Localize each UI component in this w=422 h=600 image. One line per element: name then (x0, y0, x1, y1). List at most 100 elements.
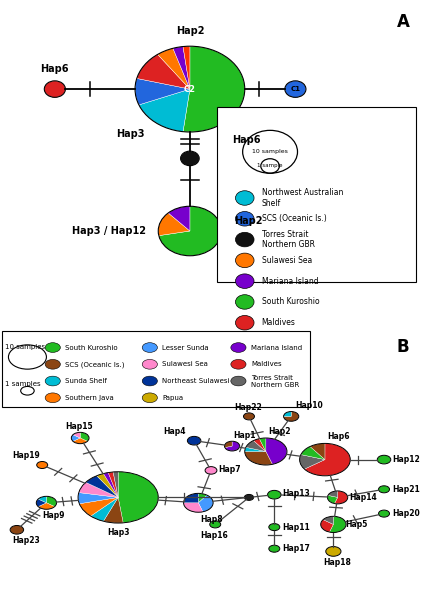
Text: Hap7: Hap7 (219, 465, 241, 474)
Circle shape (45, 376, 60, 386)
Text: 10 samples: 10 samples (5, 343, 45, 349)
Circle shape (142, 376, 157, 386)
Wedge shape (328, 491, 338, 497)
Wedge shape (38, 496, 46, 503)
Wedge shape (335, 491, 348, 504)
Wedge shape (304, 443, 350, 476)
FancyBboxPatch shape (2, 331, 310, 407)
Wedge shape (73, 433, 80, 438)
Wedge shape (326, 547, 341, 556)
Text: Hap22: Hap22 (234, 403, 262, 412)
Text: Hap21: Hap21 (392, 485, 420, 494)
Text: Northeast Sulawesi: Northeast Sulawesi (162, 378, 230, 384)
Wedge shape (198, 493, 207, 503)
Wedge shape (135, 79, 190, 105)
Text: Hap9: Hap9 (42, 511, 65, 520)
Text: Papua: Papua (162, 395, 184, 401)
Wedge shape (284, 412, 299, 421)
Text: SCS (Oceanic Is.): SCS (Oceanic Is.) (262, 214, 326, 223)
Text: Hap2: Hap2 (234, 216, 263, 226)
Wedge shape (284, 412, 291, 416)
Wedge shape (245, 451, 272, 465)
Wedge shape (46, 496, 57, 506)
Circle shape (45, 359, 60, 369)
Wedge shape (184, 503, 203, 512)
Text: SCS (Oceanic Is.): SCS (Oceanic Is.) (65, 361, 125, 368)
Text: Hap23: Hap23 (13, 536, 41, 545)
Text: Hap17: Hap17 (282, 544, 310, 553)
Wedge shape (187, 436, 201, 445)
Wedge shape (379, 510, 390, 517)
Wedge shape (173, 47, 190, 89)
Circle shape (235, 274, 254, 289)
Wedge shape (44, 81, 65, 97)
Circle shape (235, 232, 254, 247)
Text: Hap15: Hap15 (65, 422, 93, 431)
Wedge shape (225, 441, 240, 451)
Text: Southern Java: Southern Java (65, 395, 114, 401)
Wedge shape (243, 413, 254, 420)
Wedge shape (225, 441, 232, 448)
Wedge shape (71, 434, 80, 442)
Wedge shape (79, 482, 118, 497)
Wedge shape (245, 448, 266, 451)
Text: Hap8: Hap8 (200, 515, 223, 524)
Text: Maldives: Maldives (262, 318, 295, 327)
Wedge shape (210, 521, 221, 528)
Circle shape (235, 253, 254, 268)
Wedge shape (118, 472, 158, 523)
Wedge shape (36, 499, 46, 506)
Text: Hap6: Hap6 (327, 432, 349, 441)
Wedge shape (327, 496, 338, 503)
Wedge shape (108, 472, 118, 497)
Text: Hap16: Hap16 (200, 531, 228, 540)
Wedge shape (323, 516, 333, 524)
Wedge shape (158, 213, 190, 236)
Wedge shape (38, 503, 54, 509)
Text: Hap6: Hap6 (41, 64, 69, 74)
Wedge shape (377, 455, 391, 464)
Text: Hap11: Hap11 (282, 523, 310, 532)
Circle shape (142, 359, 157, 369)
Wedge shape (184, 493, 198, 503)
Wedge shape (330, 516, 346, 532)
Circle shape (45, 393, 60, 403)
Wedge shape (181, 151, 199, 166)
Wedge shape (310, 443, 325, 460)
Circle shape (231, 343, 246, 352)
Wedge shape (91, 497, 118, 521)
Wedge shape (80, 433, 89, 442)
Text: Northwest Australian
Shelf: Northwest Australian Shelf (262, 188, 343, 208)
Wedge shape (103, 473, 118, 497)
Wedge shape (86, 476, 118, 497)
Wedge shape (97, 473, 118, 497)
Wedge shape (254, 439, 266, 451)
Wedge shape (37, 461, 48, 469)
Text: 1 sample: 1 sample (257, 163, 283, 169)
Wedge shape (158, 48, 190, 89)
Wedge shape (268, 490, 281, 499)
Text: Hap20: Hap20 (392, 509, 420, 518)
Wedge shape (103, 497, 123, 523)
Text: Hap2: Hap2 (268, 427, 290, 436)
Wedge shape (78, 493, 118, 504)
Wedge shape (113, 472, 118, 497)
Wedge shape (269, 545, 280, 552)
Text: Sulawesi Sea: Sulawesi Sea (162, 361, 208, 367)
Text: Hap6: Hap6 (232, 135, 261, 145)
Circle shape (142, 393, 157, 403)
Wedge shape (379, 486, 390, 493)
Circle shape (231, 359, 246, 369)
Text: South Kuroshio: South Kuroshio (65, 344, 118, 350)
Text: Torres Strait
Northern GBR: Torres Strait Northern GBR (262, 230, 315, 249)
Circle shape (235, 316, 254, 330)
Text: A: A (396, 13, 409, 31)
Wedge shape (159, 206, 222, 256)
Text: Mariana Island: Mariana Island (262, 277, 318, 286)
Wedge shape (269, 524, 280, 530)
Text: Maldives: Maldives (251, 361, 282, 367)
Text: Hap10: Hap10 (295, 401, 323, 410)
Text: Hap3 / Hap12: Hap3 / Hap12 (72, 226, 146, 236)
Wedge shape (244, 494, 254, 500)
Wedge shape (198, 495, 213, 512)
